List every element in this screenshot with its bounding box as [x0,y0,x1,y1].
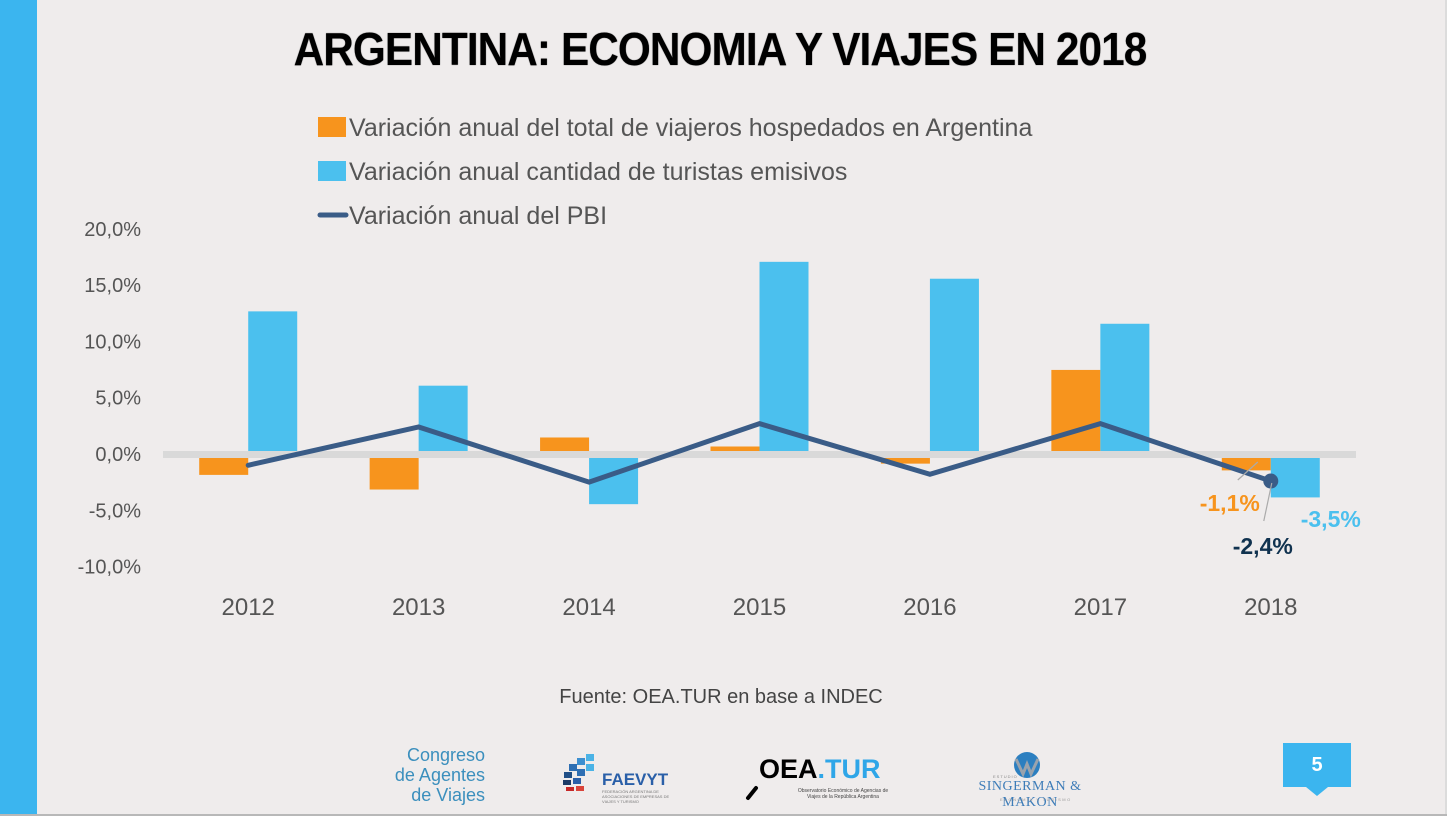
slide-edge-bottom [0,814,1447,816]
oeatur-name-b: .TUR [817,754,881,784]
hospedados-bar-2013 [369,458,419,490]
x-tick-label: 2015 [733,594,786,621]
legend-label: Variación anual del total de viajeros ho… [349,114,1032,142]
x-tick-label: 2012 [222,594,275,621]
data-label: -1,1% [1200,490,1260,516]
sm-name: SINGERMAN & MAKON [978,779,1082,810]
leader-line [1237,461,1259,481]
x-tick-label: 2017 [1074,594,1127,621]
x-axis: 2012 2013 2014 2015 2016 2017 2018 [222,594,1298,621]
congreso-logo-line: Congreso [406,745,485,765]
sm-estudio: ESTUDIO [993,774,1018,779]
y-tick-label: 0,0% [95,444,141,466]
congreso-logo: Congreso de Agentes de Viajes [385,745,485,805]
sm-subtitle: ECONOMÍA Y TURISMO [1000,797,1072,802]
sm-emblem-icon [1014,752,1040,778]
y-tick-label: -10,0% [78,557,142,579]
faevyt-emblem-icon [563,754,594,791]
emisivos-bar-2012 [248,311,298,451]
y-tick-label: 20,0% [84,219,141,241]
slide-title: ARGENTINA: ECONOMIA Y VIAJES EN 2018 [293,23,1148,75]
oeatur-subtitle: Observatorio Económico de Agencias de Vi… [797,788,889,800]
chart: Variación anual del total de viajeros ho… [78,114,1361,621]
y-tick-label: 5,0% [95,388,141,410]
legend-swatch [318,161,346,181]
hospedados-bar-2015 [710,446,760,451]
x-tick-label: 2014 [562,594,615,621]
legend-swatch [318,117,346,137]
zero-axis-line [163,451,1356,458]
y-axis: 20,0% 15,0% 10,0% 5,0% 0,0% -5,0% -10,0% [78,219,142,579]
singerman-makon-logo: ESTUDIO SINGERMAN & MAKON ECONOMÍA Y TUR… [960,752,1100,810]
emisivos-bar-2015 [759,261,809,451]
oeatur-logo: OEA.TUR Observatorio Económico de Agenci… [745,752,895,807]
slide-edge [1445,0,1447,816]
oeatur-name: OEA.TUR [759,754,881,785]
faevyt-name: FAEVYT [602,770,669,789]
hospedados-bar-2017 [1051,369,1101,451]
legend-label: Variación anual del PBI [349,202,607,230]
congreso-logo-line: de Viajes [411,785,485,805]
congreso-logo-line: de Agentes [394,765,485,785]
oeatur-name-a: OEA [759,754,818,784]
x-tick-label: 2016 [903,594,956,621]
hospedados-bar-2014 [540,437,590,451]
data-labels: -1,1% -3,5% -2,4% [1200,461,1361,559]
hospedados-bar-2016 [880,458,930,464]
source-note: Fuente: OEA.TUR en base a INDEC [559,686,883,708]
legend: Variación anual del total de viajeros ho… [317,114,1032,230]
y-tick-label: 10,0% [84,331,141,353]
emisivos-bar-2018 [1270,458,1320,498]
page-badge-tail [1306,787,1328,796]
x-tick-label: 2013 [392,594,445,621]
y-tick-label: -5,0% [89,500,141,522]
legend-label: Variación anual cantidad de turistas emi… [349,158,847,186]
data-label: -3,5% [1301,506,1361,532]
magnifier-icon [746,786,758,800]
pbi-point-2018 [1263,473,1279,489]
data-label: -2,4% [1233,533,1293,559]
accent-strip [0,0,37,816]
bars [199,261,1320,505]
page-number-badge: 5 [1283,743,1351,787]
emisivos-bar-2016 [929,278,979,451]
faevyt-subtitle: FEDERACIÓN ARGENTINA DE ASOCIACIONES DE … [602,789,670,804]
leader-line [1263,482,1273,522]
hospedados-bar-2012 [199,458,249,475]
faevyt-logo: FAEVYT FEDERACIÓN ARGENTINA DE ASOCIACIO… [560,752,690,804]
pbi-line-series [245,420,1279,489]
y-tick-label: 15,0% [84,275,141,297]
x-tick-label: 2018 [1244,594,1297,621]
